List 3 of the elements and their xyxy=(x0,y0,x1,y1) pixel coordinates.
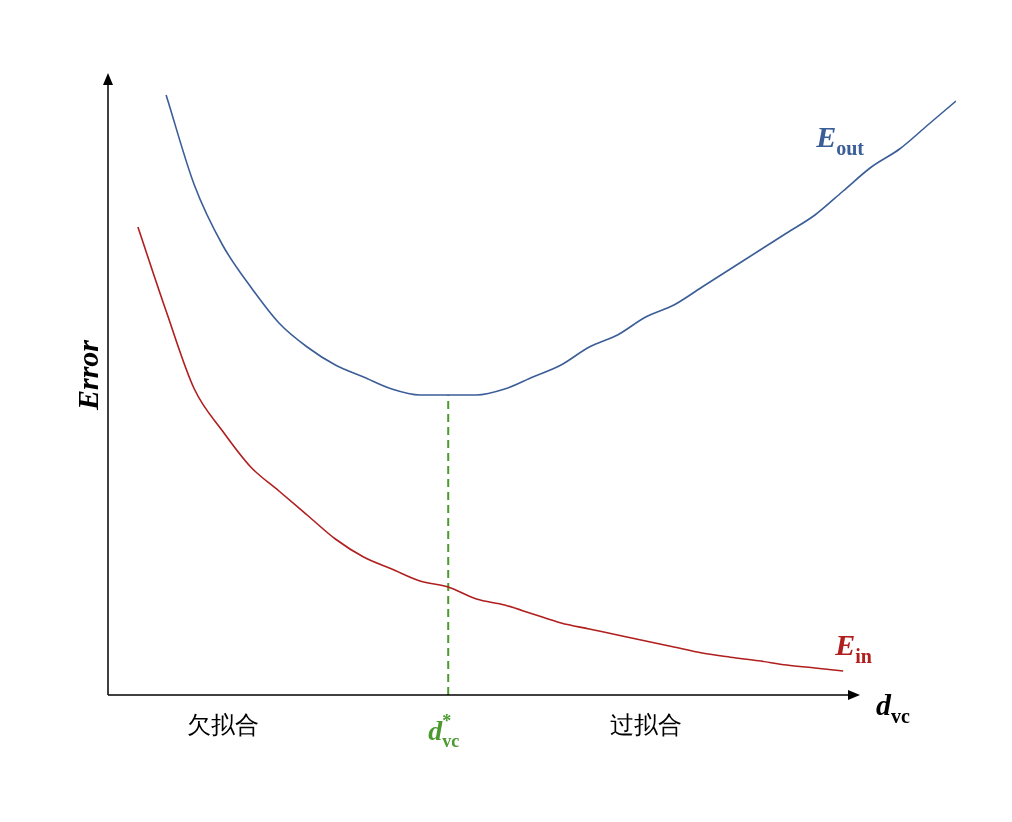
y-axis-title: Error xyxy=(71,339,104,412)
x-tick-label: 过拟合 xyxy=(609,711,682,740)
x-tick-label: 欠拟合 xyxy=(186,711,259,740)
